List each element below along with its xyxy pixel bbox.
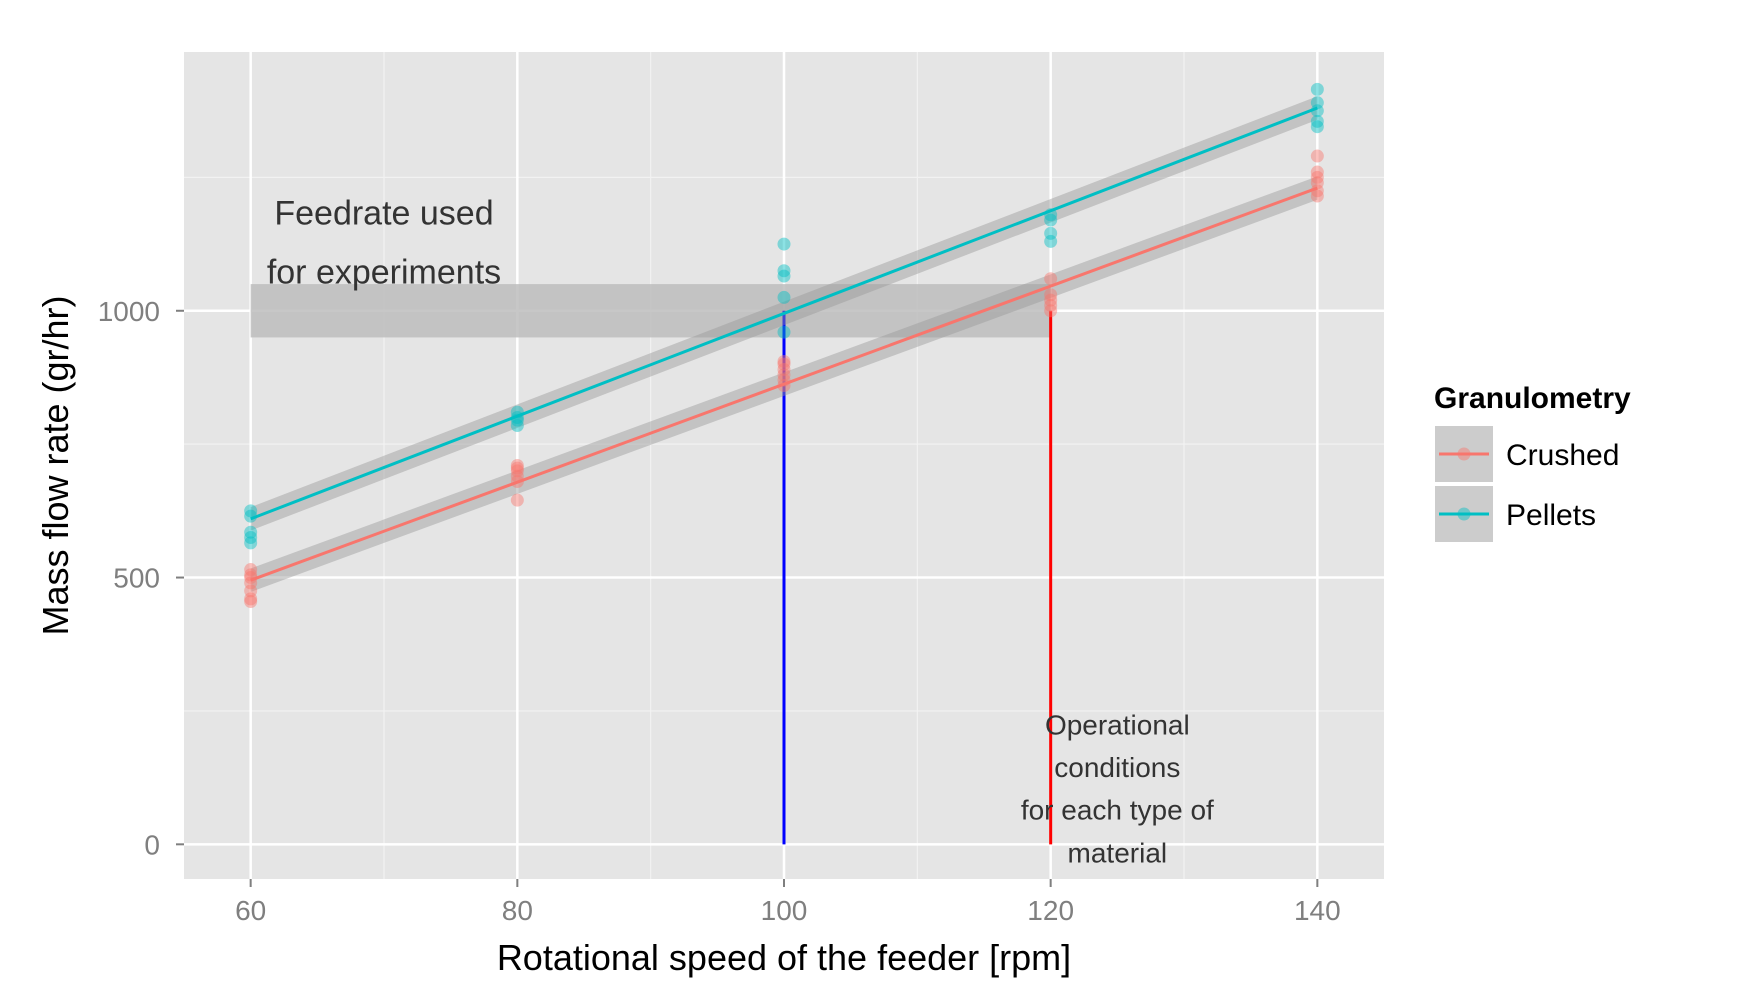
y-axis-title: Mass flow rate (gr/hr) [35, 295, 76, 635]
point-crushed [777, 368, 791, 382]
annotation-1-line: for experiments [267, 253, 501, 291]
point-crushed [244, 584, 258, 598]
point-pellets [244, 525, 258, 539]
point-pellets [777, 290, 791, 304]
point-crushed [244, 595, 258, 609]
point-pellets [244, 509, 258, 523]
point-pellets [777, 237, 791, 251]
point-crushed [510, 475, 524, 489]
point-crushed [510, 493, 524, 507]
point-pellets [1310, 120, 1324, 134]
point-crushed [510, 461, 524, 475]
operating-lines [782, 310, 1053, 845]
point-crushed [244, 576, 258, 590]
point-crushed [777, 373, 791, 387]
point-crushed [777, 354, 791, 368]
point-pellets [244, 531, 258, 545]
point-pellets [1044, 213, 1058, 227]
legend-title: Granulometry [1434, 382, 1631, 415]
point-crushed [1044, 272, 1058, 286]
fit-lines [250, 96, 1318, 592]
y-tick-label: 0 [144, 829, 160, 860]
point-crushed [1310, 189, 1324, 203]
point-pellets [1044, 226, 1058, 240]
annotation-2-line: for each type of [1021, 795, 1214, 826]
point-pellets [510, 413, 524, 427]
point-crushed [244, 571, 258, 585]
point-pellets [777, 269, 791, 283]
y-tick-label: 1000 [98, 296, 160, 327]
point-pellets [244, 536, 258, 550]
x-tick-label: 140 [1294, 895, 1341, 926]
point-crushed [777, 357, 791, 371]
point-crushed [1310, 165, 1324, 179]
data-points [244, 82, 1324, 609]
point-crushed [777, 362, 791, 376]
point-crushed [1310, 176, 1324, 190]
y-axis-ticks: 0 500 1000 [98, 296, 184, 860]
annotation-1-line: Feedrate used [274, 195, 493, 233]
point-crushed [1044, 298, 1058, 312]
point-crushed [1044, 304, 1058, 318]
point-pellets [510, 405, 524, 419]
feedrate-band-rect [250, 284, 1051, 338]
x-axis-title: Rotational speed of the feeder [rpm] [497, 937, 1071, 978]
annotation-2-line: material [1068, 837, 1168, 868]
point-crushed [1044, 288, 1058, 302]
point-pellets [777, 264, 791, 278]
point-crushed [244, 563, 258, 577]
x-tick-label: 100 [761, 895, 808, 926]
point-pellets [244, 504, 258, 518]
fit-line-pellets [250, 106, 1318, 521]
point-pellets [510, 410, 524, 424]
fit-line-crushed [250, 186, 1318, 582]
point-pellets [1310, 114, 1324, 128]
point-crushed [1310, 184, 1324, 198]
legend-key-point [1457, 507, 1471, 521]
point-pellets [1044, 208, 1058, 222]
point-crushed [510, 469, 524, 483]
legend-label-crushed: Crushed [1506, 439, 1619, 472]
x-axis-ticks: 60 80 100 120 140 [235, 879, 1341, 926]
point-crushed [777, 378, 791, 392]
point-crushed [244, 568, 258, 582]
point-pellets [510, 418, 524, 432]
point-pellets [1310, 82, 1324, 96]
point-crushed [1044, 293, 1058, 307]
point-crushed [1310, 170, 1324, 184]
x-tick-label: 80 [502, 895, 533, 926]
annotation-2-line: Operational [1045, 709, 1190, 740]
x-tick-label: 60 [235, 895, 266, 926]
point-crushed [244, 592, 258, 606]
annotations: Feedrate used for experiments Operational c… [267, 195, 1214, 869]
point-pellets [1310, 104, 1324, 118]
legend-key-point [1457, 447, 1471, 461]
feedrate-band [250, 284, 1051, 338]
legend-label-pellets: Pellets [1506, 499, 1596, 532]
point-pellets [1310, 96, 1324, 110]
y-tick-label: 500 [113, 563, 160, 594]
point-pellets [777, 325, 791, 339]
point-pellets [1044, 234, 1058, 248]
point-crushed [510, 459, 524, 472]
point-crushed [1310, 149, 1324, 163]
annotation-2-line: conditions [1054, 752, 1180, 783]
x-tick-label: 120 [1027, 895, 1074, 926]
legend: Granulometry Crushed Pellets [1433, 382, 1631, 544]
point-crushed [510, 464, 524, 478]
